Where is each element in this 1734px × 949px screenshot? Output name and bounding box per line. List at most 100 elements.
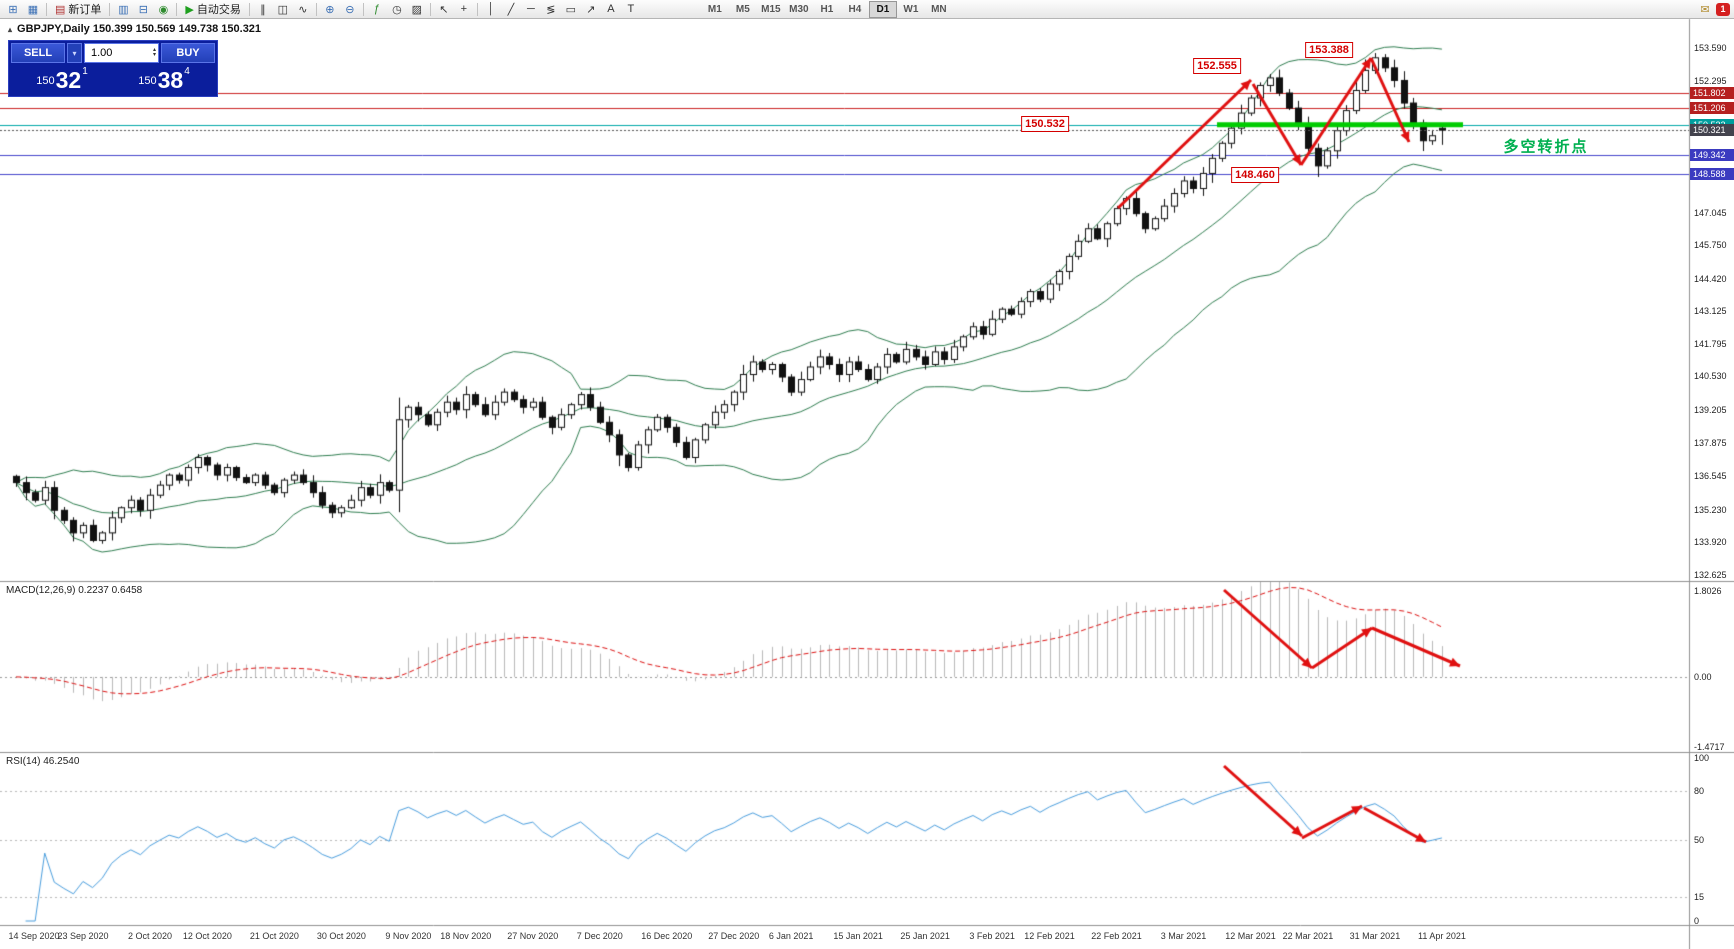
timeframe-button-w1[interactable]: W1 xyxy=(903,3,919,15)
buy-price-pips: 38 xyxy=(157,67,184,93)
lot-size-field[interactable]: 1.00 ▴ ▾ xyxy=(84,43,159,63)
sell-price-point: 1 xyxy=(82,66,88,77)
toolbar-separator xyxy=(315,2,317,16)
line-chart-icon[interactable]: ∿ xyxy=(294,1,312,17)
periods-icon[interactable]: ◷ xyxy=(388,1,406,17)
one-click-toggle-arrow[interactable]: ▴ xyxy=(8,24,13,34)
sell-price-pips: 32 xyxy=(55,67,82,93)
indicators-icon[interactable]: ƒ xyxy=(368,1,386,17)
market-watch-icon[interactable]: ▥ xyxy=(114,1,132,17)
date-axis-label: 2 Oct 2020 xyxy=(127,931,172,941)
crosshair-icon[interactable]: + xyxy=(455,1,473,17)
mail-icon[interactable]: ✉ xyxy=(1700,3,1710,16)
price-tick-label: 144.420 xyxy=(1694,273,1727,284)
price-tick-label: 141.795 xyxy=(1694,339,1727,350)
fibonacci-icon[interactable]: ≶ xyxy=(542,1,560,17)
new-order-icon: ▤ xyxy=(55,3,66,16)
sell-price-display[interactable]: 150 32 1 xyxy=(11,64,113,94)
timeframe-button-h1[interactable]: H1 xyxy=(820,3,834,15)
macd-indicator-label: MACD(12,26,9) 0.2237 0.6458 xyxy=(6,585,143,596)
templates-icon[interactable]: ▨ xyxy=(408,1,426,17)
horizontal-line-icon[interactable]: ─ xyxy=(522,1,540,17)
macd-tick-label: 1.8026 xyxy=(1694,586,1722,596)
bar-chart-icon-icon: ∥ xyxy=(260,3,266,16)
vertical-line-icon-icon: │ xyxy=(487,3,495,15)
label-tool-icon[interactable]: T xyxy=(622,1,640,17)
shapes-icon-icon: ▭ xyxy=(565,3,577,16)
bar-chart-icon[interactable]: ∥ xyxy=(254,1,272,17)
autotrade-button-label: 自动交易 xyxy=(196,4,241,16)
trade-panel-controls: SELL ▾ 1.00 ▴ ▾ BUY xyxy=(11,43,215,63)
chart-symbol-ohlc: ▴ GBPJPY,Daily 150.399 150.569 149.738 1… xyxy=(8,23,261,35)
lot-spin-down-icon[interactable]: ▾ xyxy=(152,52,156,58)
text-tool-icon[interactable]: A xyxy=(602,1,620,17)
price-tick-label: 139.205 xyxy=(1694,404,1727,415)
toolbar-separator xyxy=(109,2,111,16)
price-annotation-box[interactable]: 152.555 xyxy=(1193,58,1241,74)
lot-spinner[interactable]: ▴ ▾ xyxy=(152,47,156,58)
price-tick-label: 140.530 xyxy=(1694,371,1727,382)
zoom-out-icon-icon: ⊖ xyxy=(345,3,355,16)
timeframe-button-mn[interactable]: MN xyxy=(931,3,947,15)
price-annotation-box[interactable]: 150.532 xyxy=(1021,116,1069,132)
price-tick-label: 136.545 xyxy=(1694,471,1727,482)
data-window-icon-icon: ⊟ xyxy=(138,3,149,16)
toolbar-separator xyxy=(176,2,178,16)
strategy-tester-icon[interactable]: ◉ xyxy=(154,1,172,17)
trendline-icon[interactable]: ╱ xyxy=(502,1,520,17)
timeframe-button-m1[interactable]: M1 xyxy=(707,3,722,15)
date-axis-label: 12 Oct 2020 xyxy=(182,931,232,941)
new-order-button[interactable]: ▤ 新订单 xyxy=(50,1,106,17)
cursor-icon[interactable]: ↖ xyxy=(435,1,453,17)
price-annotation-box[interactable]: 148.460 xyxy=(1231,167,1279,183)
trade-options-caret-icon[interactable]: ▾ xyxy=(67,43,82,63)
timeframe-toolbar: M1 M5 M15 M30 H1 H4 D1 W1 MN xyxy=(701,0,953,18)
price-tick-label: 147.045 xyxy=(1694,207,1727,218)
date-axis-label: 14 Sep 2020 xyxy=(8,931,60,941)
sell-button[interactable]: SELL xyxy=(11,43,65,63)
price-annotation-box[interactable]: 153.388 xyxy=(1305,42,1353,58)
buy-button[interactable]: BUY xyxy=(161,43,215,63)
new-order-button-label: 新订单 xyxy=(68,4,102,16)
autotrade-button[interactable]: ▶ 自动交易 xyxy=(180,1,245,17)
price-level-tag: 151.206 xyxy=(1690,101,1734,114)
timeframe-button-m30[interactable]: M30 xyxy=(789,3,809,15)
templates-icon-icon: ▨ xyxy=(411,3,423,16)
price-tick-label: 152.295 xyxy=(1694,75,1727,86)
buy-price-display[interactable]: 150 38 4 xyxy=(113,64,215,94)
price-tick-label: 153.590 xyxy=(1694,43,1727,53)
sell-price-prefix: 150 xyxy=(36,75,55,87)
timeframe-button-m15[interactable]: M15 xyxy=(761,3,781,15)
toolbar-separator xyxy=(429,2,431,16)
new-chart-icon-icon: ⊞ xyxy=(8,3,18,16)
buy-price-prefix: 150 xyxy=(138,75,157,87)
toolbar-right-icons: ✉ 1 xyxy=(1695,1,1731,17)
data-window-icon[interactable]: ⊟ xyxy=(134,1,152,17)
date-axis-label: 18 Nov 2020 xyxy=(440,931,492,941)
timeframe-button-d1[interactable]: D1 xyxy=(868,0,897,18)
alert-badge[interactable]: 1 xyxy=(1716,2,1730,16)
price-level-tag: 151.802 xyxy=(1690,86,1734,99)
crosshair-icon-icon: + xyxy=(460,3,468,15)
timeframe-button-h4[interactable]: H4 xyxy=(848,3,862,15)
zoom-in-icon[interactable]: ⊕ xyxy=(321,1,339,17)
price-tick-label: 143.125 xyxy=(1694,306,1727,317)
arrows-tool-icon[interactable]: ↗ xyxy=(582,1,600,17)
lot-size-value[interactable]: 1.00 xyxy=(91,47,113,59)
chart-profiles-icon[interactable]: ▦ xyxy=(24,1,42,17)
toolbar-separator xyxy=(476,2,478,16)
timeframe-button-m5[interactable]: M5 xyxy=(735,3,750,15)
candlestick-icon[interactable]: ◫ xyxy=(274,1,292,17)
date-axis-label: 11 Apr 2021 xyxy=(1417,931,1466,941)
lot-spin-up-icon[interactable]: ▴ xyxy=(152,47,156,53)
date-axis-label: 27 Nov 2020 xyxy=(507,931,559,941)
new-chart-icon[interactable]: ⊞ xyxy=(4,1,22,17)
trend-note-text[interactable]: 多空转折点 xyxy=(1503,138,1589,156)
zoom-out-icon[interactable]: ⊖ xyxy=(341,1,359,17)
vertical-line-icon[interactable]: │ xyxy=(482,1,500,17)
price-tick-label: 135.230 xyxy=(1694,504,1727,515)
date-axis-label: 7 Dec 2020 xyxy=(576,931,623,941)
shapes-icon[interactable]: ▭ xyxy=(562,1,580,17)
